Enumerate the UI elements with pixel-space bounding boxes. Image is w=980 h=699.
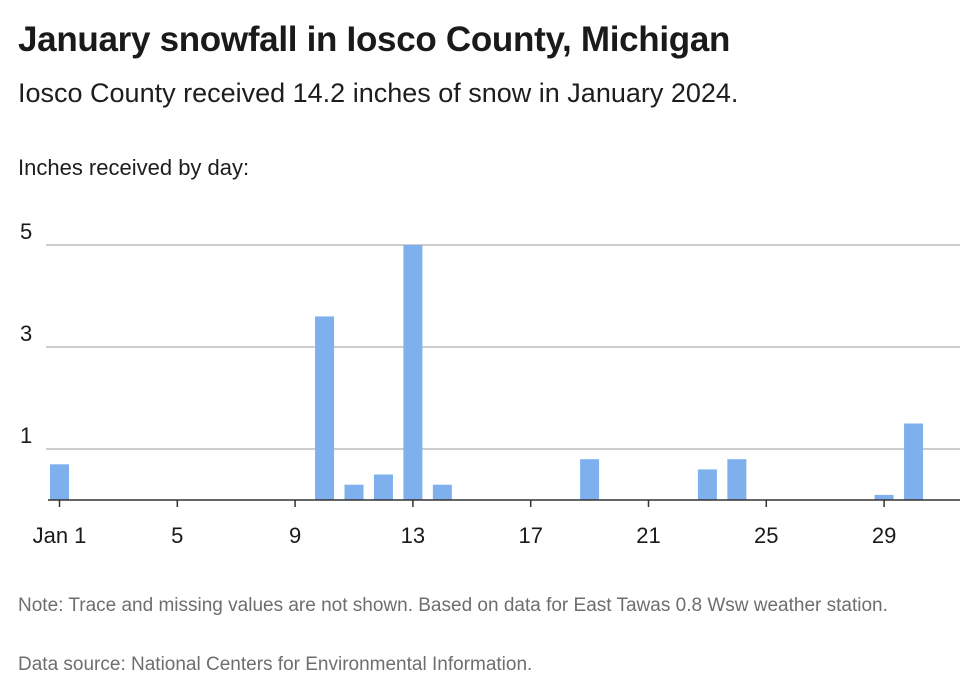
y-tick-label: 3 [20,321,32,346]
bar [904,423,924,500]
x-tick-label: 21 [636,523,660,548]
chart-subtitle: Iosco County received 14.2 inches of sno… [18,78,739,108]
bar [403,245,423,500]
bar [373,474,393,500]
y-axis-caption: Inches received by day: [18,155,250,180]
x-tick-label: 5 [171,523,183,548]
chart-title: January snowfall in Iosco County, Michig… [18,20,731,59]
chart-note: Note: Trace and missing values are not s… [18,595,888,616]
x-tick-label: 29 [872,523,896,548]
bar [727,459,747,500]
bar [874,494,894,500]
x-tick-label: 13 [401,523,425,548]
y-tick-label: 1 [20,423,32,448]
x-tick-label: 17 [518,523,542,548]
x-tick-label: 9 [289,523,301,548]
gridlines [46,244,960,450]
bar [50,464,69,500]
y-tick-label: 5 [20,219,32,244]
bar [344,484,364,500]
data-source: Data source: National Centers for Enviro… [18,654,533,675]
bar [432,484,452,500]
x-tick-label: 25 [754,523,778,548]
bar [697,469,717,500]
bar [580,459,600,500]
x-tick-label: Jan 1 [33,523,87,548]
bar [315,316,335,500]
bars [50,245,924,500]
